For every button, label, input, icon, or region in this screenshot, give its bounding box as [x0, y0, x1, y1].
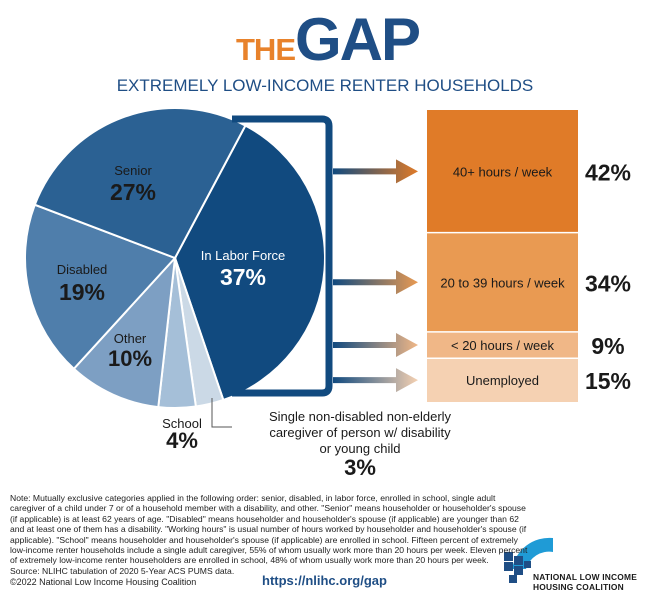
org-name-line1: NATIONAL LOW INCOME [533, 572, 637, 582]
bar-category-label-1: 20 to 39 hours / week [440, 275, 565, 290]
slice-label-senior: Senior [114, 163, 152, 178]
slice-label-disabled: Disabled [57, 262, 108, 277]
arrow-2 [333, 333, 418, 358]
arrows [333, 159, 418, 393]
bar-category-label-2: < 20 hours / week [451, 338, 554, 353]
slice-value-senior: 27% [110, 179, 156, 205]
slice-value-labor: 37% [220, 264, 266, 290]
caregiver-label-line3: or young child [320, 441, 401, 456]
arrow-0 [333, 159, 418, 184]
bar-category-label-3: Unemployed [466, 373, 539, 388]
pie-slice-disabled [24, 203, 177, 371]
slice-value-caregiver: 3% [344, 455, 376, 480]
bar-value-label-3: 15% [585, 368, 631, 394]
pie-slice-other [72, 255, 177, 409]
bar-value-label-0: 42% [585, 159, 631, 185]
bar-segment-1 [427, 232, 578, 332]
slice-value-disabled: 19% [59, 279, 105, 305]
bar-value-label-1: 34% [585, 270, 631, 296]
caregiver-label-line2: caregiver of person w/ disability [269, 425, 451, 440]
nlihc-logo-icon [504, 537, 553, 583]
slice-value-school: 4% [166, 428, 198, 453]
footnote: Note: Mutually exclusive categories appl… [10, 493, 530, 576]
arrow-1 [333, 270, 418, 295]
slice-value-other: 10% [108, 346, 152, 371]
nlihc-link[interactable]: https://nlihc.org/gap [262, 573, 387, 588]
source-text: Source: NLIHC tabulation of 2020 5-Year … [10, 565, 235, 576]
title-the: THE [236, 32, 295, 67]
bar-value-label-2: 9% [591, 333, 624, 359]
hours-stacked-bar: 40+ hours / week 42% 20 to 39 hours / week… [427, 110, 631, 402]
pie-slice-labor [173, 124, 326, 402]
org-name: NATIONAL LOW INCOME HOUSING COALITION [533, 572, 637, 592]
pie-chart [24, 107, 326, 409]
chart-subtitle: EXTREMELY LOW-INCOME RENTER HOUSEHOLDS [117, 76, 534, 95]
slice-label-other: Other [114, 331, 147, 346]
arrow-3 [333, 368, 418, 393]
caregiver-leader-line [211, 398, 232, 428]
copyright: ©2022 National Low Income Housing Coalit… [10, 577, 197, 587]
bar-segment-3 [427, 358, 578, 402]
footnote-text: Note: Mutually exclusive categories appl… [10, 493, 528, 566]
labor-bracket [232, 115, 333, 397]
slice-label-school: School [162, 416, 202, 431]
bar-segment-0 [427, 110, 578, 233]
caregiver-label-line1: Single non-disabled non-elderly [269, 409, 452, 424]
slice-label-labor: In Labor Force [201, 248, 286, 263]
bar-category-label-0: 40+ hours / week [453, 164, 553, 179]
pie-slice-senior [33, 107, 247, 260]
bar-segment-2 [427, 331, 578, 359]
title-gap: GAP [295, 6, 419, 73]
org-name-line2: HOUSING COALITION [533, 582, 624, 592]
